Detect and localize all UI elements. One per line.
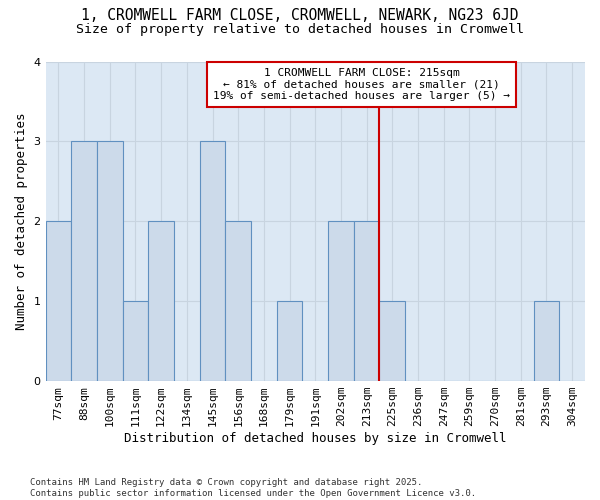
Bar — [226, 222, 251, 381]
Bar — [200, 142, 226, 381]
Bar — [97, 142, 122, 381]
Bar — [533, 301, 559, 381]
Text: 1 CROMWELL FARM CLOSE: 215sqm
← 81% of detached houses are smaller (21)
19% of s: 1 CROMWELL FARM CLOSE: 215sqm ← 81% of d… — [213, 68, 510, 101]
Bar — [354, 222, 379, 381]
Bar — [277, 301, 302, 381]
Bar — [148, 222, 174, 381]
Text: 1, CROMWELL FARM CLOSE, CROMWELL, NEWARK, NG23 6JD: 1, CROMWELL FARM CLOSE, CROMWELL, NEWARK… — [81, 8, 519, 22]
Bar — [122, 301, 148, 381]
Bar — [71, 142, 97, 381]
Bar — [46, 222, 71, 381]
Y-axis label: Number of detached properties: Number of detached properties — [15, 112, 28, 330]
Text: Size of property relative to detached houses in Cromwell: Size of property relative to detached ho… — [76, 22, 524, 36]
X-axis label: Distribution of detached houses by size in Cromwell: Distribution of detached houses by size … — [124, 432, 506, 445]
Bar — [328, 222, 354, 381]
Bar — [379, 301, 405, 381]
Text: Contains HM Land Registry data © Crown copyright and database right 2025.
Contai: Contains HM Land Registry data © Crown c… — [30, 478, 476, 498]
